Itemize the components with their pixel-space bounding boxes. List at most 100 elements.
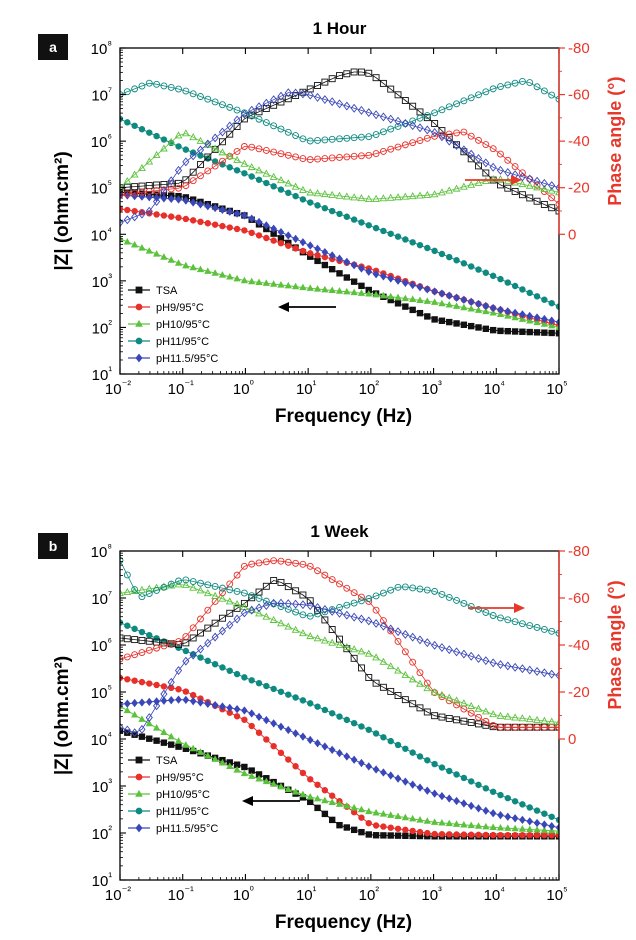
data-point [277,722,285,731]
data-point [175,143,182,150]
data-point [211,133,219,143]
data-point [299,560,307,568]
data-point [533,197,541,205]
data-point [409,658,417,666]
data-point [306,188,315,196]
y-tick-label: 10² [92,318,113,337]
data-point [321,742,329,751]
data-point [174,737,183,744]
data-point [138,636,146,644]
data-point [533,825,541,833]
data-point [240,109,248,119]
data-point [160,696,168,705]
data-point [189,198,197,207]
data-point [526,79,534,87]
data-point [459,699,468,707]
data-point [328,207,336,215]
data-point [526,194,534,202]
x-tick-label: 10¹ [296,379,317,398]
data-point [292,88,300,98]
data-point [460,831,468,838]
data-point [401,583,409,591]
data-point [533,831,541,839]
data-point [277,619,285,627]
data-point [314,136,321,144]
data-point [453,257,460,264]
data-point [343,101,351,111]
data-point [468,263,475,270]
data-point [541,296,548,303]
data-point [452,141,461,150]
data-point [365,151,373,159]
data-point [335,287,344,294]
data-point [241,227,248,234]
data-point [197,615,204,623]
phase-series-1 [120,68,559,215]
data-point [248,592,256,600]
data-point [475,299,482,309]
data-point [174,131,183,139]
data-point [423,134,431,142]
data-point [452,696,461,704]
data-point [299,135,307,143]
data-point [306,284,314,291]
data-point [372,832,380,839]
data-point [292,608,300,616]
y-tick-label: 10⁴ [91,225,113,244]
data-point [482,831,490,839]
data-point [313,285,322,292]
data-point [416,296,424,303]
data-point [284,622,293,630]
data-point [504,824,512,831]
data-point [292,587,300,595]
data-point [474,154,483,163]
data-point [409,239,416,246]
data-point [452,647,461,657]
data-point [175,577,182,585]
data-point [167,84,175,91]
data-point [394,741,402,749]
data-point [292,729,299,738]
data-point [468,778,475,785]
data-point [402,236,409,243]
y-tick-label: 10⁶ [91,132,112,151]
data-point [482,141,490,148]
data-point [174,259,183,266]
data-point [306,156,314,164]
data-point [145,697,153,707]
data-point [526,825,534,833]
data-point [408,675,417,683]
data-point [526,289,533,297]
data-point [146,129,153,136]
data-point [474,822,483,829]
data-point [555,330,559,337]
data-point [365,108,373,118]
x-tick-label: 10⁵ [546,379,567,398]
data-point [211,158,219,165]
data-point [372,74,380,82]
data-point [299,88,307,96]
data-point [467,155,475,163]
impedance-series-3 [120,234,559,331]
data-point [131,240,139,248]
data-point [526,174,534,184]
data-point [336,270,343,277]
data-point [197,698,204,707]
data-point [160,186,168,196]
data-point [218,584,226,592]
data-point [489,788,497,795]
data-point [482,721,490,729]
data-point [526,316,534,324]
data-point [380,227,387,235]
data-point [431,316,438,323]
data-point [314,155,321,163]
data-point [299,247,307,255]
x-tick-label: 10⁻² [105,885,131,904]
y-tick-label: 10³ [92,272,113,291]
data-point [270,95,278,105]
data-point [321,571,329,579]
data-point [167,677,175,687]
data-point [328,816,336,824]
data-point [204,751,212,759]
data-point [336,135,343,143]
